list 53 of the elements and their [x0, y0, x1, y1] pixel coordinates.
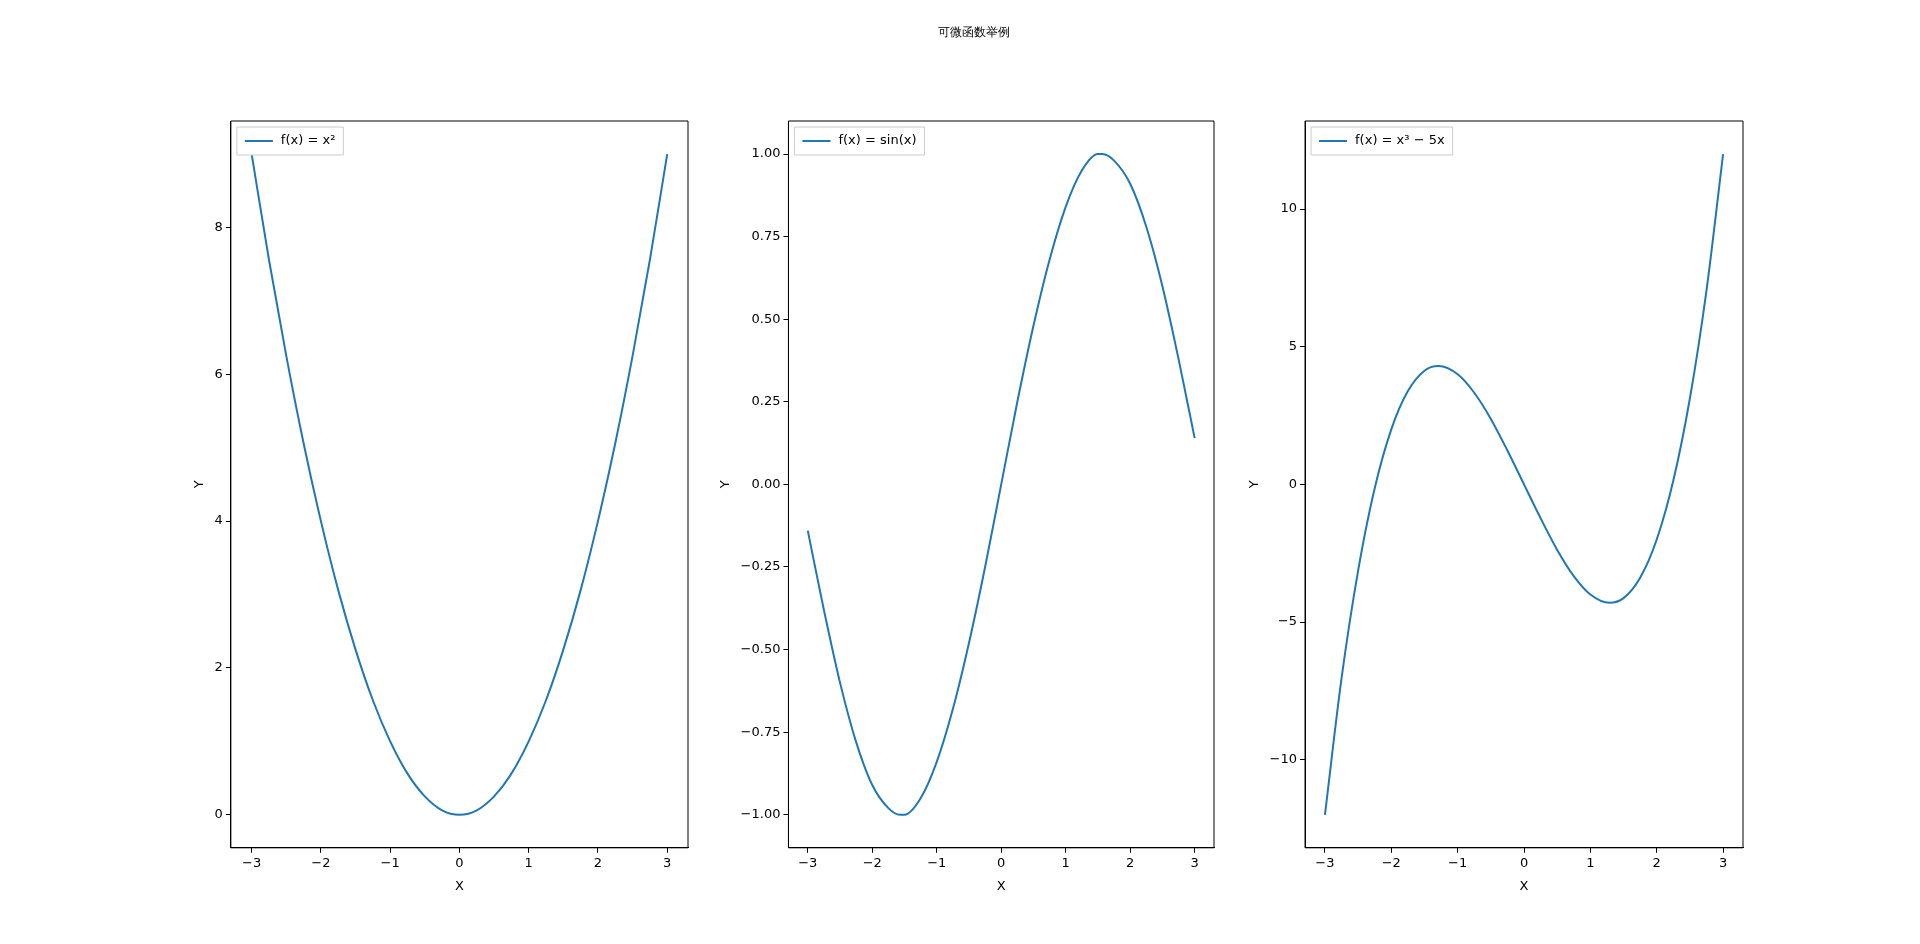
x-tick-label: −2 — [311, 854, 331, 870]
y-tick-label: 6 — [214, 365, 223, 381]
legend-label: f(x) = x² — [280, 132, 336, 148]
y-tick-label: 2 — [214, 659, 223, 675]
y-tick-label: −1.00 — [740, 806, 781, 822]
x-tick-label: −1 — [1448, 854, 1468, 870]
x-tick-label: −2 — [1381, 854, 1401, 870]
y-tick-label: 0.50 — [751, 310, 781, 326]
x-tick-label: −2 — [862, 854, 882, 870]
y-tick-label: 1.00 — [751, 145, 781, 161]
legend-label: f(x) = x³ − 5x — [1355, 132, 1445, 148]
x-tick-label: −1 — [380, 854, 400, 870]
y-axis-title: Y — [1246, 480, 1262, 490]
x-tick-label: 1 — [1061, 854, 1070, 870]
x-tick-label: −3 — [242, 854, 262, 870]
x-tick-label: −3 — [1315, 854, 1335, 870]
y-axis-title: Y — [191, 480, 207, 490]
y-tick-label: 5 — [1288, 338, 1298, 354]
y-tick-label: −0.25 — [740, 558, 781, 574]
y-tick-label: 10 — [1280, 200, 1298, 216]
x-tick-label: −1 — [927, 854, 947, 870]
x-tick-label: 0 — [455, 854, 464, 870]
line-series — [250, 153, 669, 816]
x-tick-label: 0 — [1519, 854, 1529, 870]
y-axis-title: Y — [717, 480, 733, 490]
x-tick-label: 3 — [1190, 854, 1199, 870]
x-tick-label: −3 — [798, 854, 818, 870]
x-axis-title: X — [454, 877, 464, 893]
y-tick-label: 0 — [1288, 475, 1298, 491]
x-tick-label: 0 — [997, 854, 1006, 870]
x-tick-label: 2 — [593, 854, 603, 870]
x-tick-label: 1 — [1586, 854, 1595, 870]
y-tick-label: 0.25 — [751, 393, 781, 409]
y-tick-label: 0 — [214, 806, 223, 822]
line-series — [1323, 153, 1725, 816]
chart-title: 可微函数举例 — [937, 24, 1011, 41]
line-series — [806, 153, 1196, 816]
y-tick-label: 0.00 — [751, 475, 781, 491]
y-tick-label: −0.75 — [740, 723, 781, 739]
x-tick-label: 1 — [524, 854, 533, 870]
x-tick-label: 3 — [663, 854, 672, 870]
x-tick-label: 2 — [1126, 854, 1135, 870]
y-tick-label: −5 — [1277, 613, 1298, 629]
y-tick-label: 4 — [214, 512, 223, 528]
x-axis-title: X — [996, 877, 1006, 893]
x-axis-title: X — [1519, 877, 1529, 893]
y-tick-label: 8 — [214, 218, 223, 234]
y-tick-label: 0.75 — [751, 228, 781, 243]
y-tick-label: −10 — [1269, 751, 1298, 767]
x-tick-label: 2 — [1652, 854, 1661, 870]
legend-label: f(x) = sin(x) — [838, 132, 917, 148]
x-tick-label: 3 — [1718, 854, 1728, 870]
y-tick-label: −0.50 — [740, 640, 781, 656]
